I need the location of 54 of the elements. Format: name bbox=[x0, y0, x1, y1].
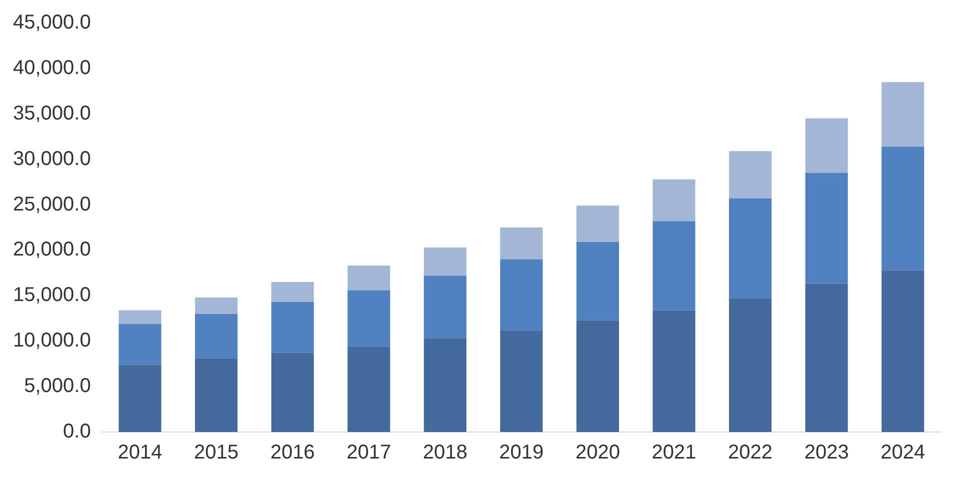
bar bbox=[652, 179, 696, 222]
y-tick-label: 25,000.0 bbox=[12, 193, 91, 216]
bar bbox=[271, 282, 314, 302]
bar bbox=[805, 118, 848, 173]
bar bbox=[576, 320, 619, 432]
bar bbox=[118, 310, 162, 324]
bar bbox=[576, 242, 619, 320]
bar bbox=[424, 338, 466, 432]
bar bbox=[271, 352, 314, 432]
bar bbox=[805, 172, 848, 284]
x-tick-label: 2015 bbox=[194, 442, 239, 464]
bar bbox=[500, 228, 543, 260]
bar bbox=[194, 314, 238, 358]
bar bbox=[118, 324, 162, 365]
y-tick-label: 10,000.0 bbox=[12, 330, 91, 352]
bar bbox=[500, 259, 543, 330]
bar bbox=[194, 358, 238, 432]
x-tick-label: 2014 bbox=[118, 442, 162, 464]
y-tick-label: 0.0 bbox=[63, 420, 91, 443]
bar bbox=[118, 364, 162, 432]
bar bbox=[348, 346, 390, 432]
bar bbox=[424, 247, 466, 276]
x-tick-label: 2016 bbox=[270, 442, 315, 464]
y-tick-label: 15,000.0 bbox=[12, 284, 91, 306]
y-tick-label: 35,000.0 bbox=[12, 102, 91, 124]
bar bbox=[194, 297, 238, 314]
x-tick-label: 2021 bbox=[652, 442, 696, 464]
bar bbox=[882, 82, 924, 147]
bar bbox=[424, 276, 466, 338]
y-tick-label: 5,000.0 bbox=[24, 375, 91, 398]
x-tick-label: 2019 bbox=[499, 442, 544, 464]
bar bbox=[348, 266, 390, 290]
bar bbox=[805, 284, 848, 432]
x-tick-label: 2018 bbox=[422, 442, 468, 464]
bar bbox=[652, 310, 696, 432]
y-tick-label: 30,000.0 bbox=[12, 148, 91, 170]
bar bbox=[729, 298, 772, 432]
bar bbox=[652, 221, 696, 310]
bar bbox=[882, 270, 924, 432]
bar bbox=[729, 198, 772, 298]
x-tick-label: 2022 bbox=[728, 442, 773, 464]
bar bbox=[348, 290, 390, 347]
x-tick-label: 2024 bbox=[880, 442, 926, 464]
y-tick-label: 45,000.0 bbox=[12, 12, 91, 34]
bar bbox=[882, 146, 924, 270]
y-tick-label: 40,000.0 bbox=[12, 56, 91, 79]
bar bbox=[500, 330, 543, 432]
bar bbox=[576, 206, 619, 242]
x-tick-label: 2020 bbox=[575, 442, 620, 464]
x-tick-label: 2023 bbox=[804, 442, 849, 464]
bar bbox=[271, 302, 314, 353]
x-tick-label: 2017 bbox=[346, 442, 392, 464]
bar bbox=[729, 151, 772, 198]
y-tick-label: 20,000.0 bbox=[12, 238, 91, 261]
